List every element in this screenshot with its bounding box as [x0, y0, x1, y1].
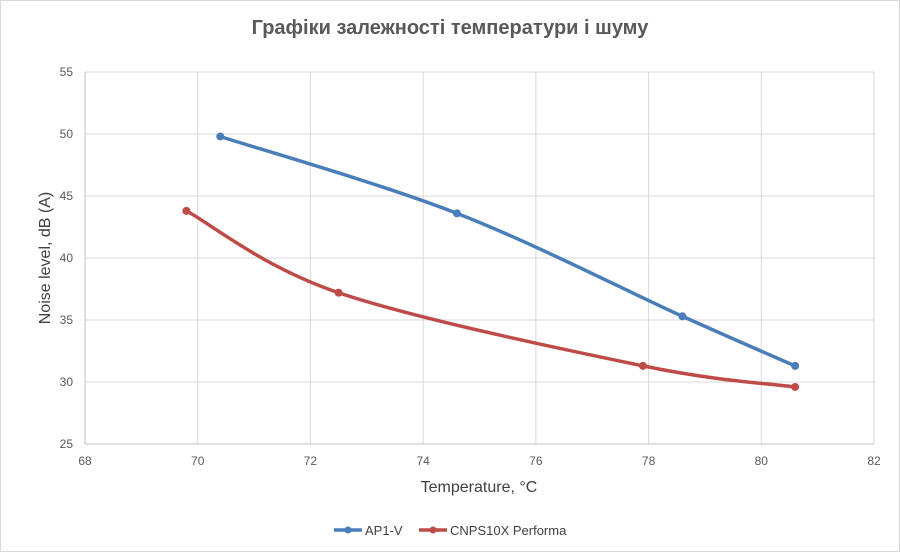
- y-tick-label: 50: [60, 127, 74, 141]
- data-point: [216, 132, 225, 141]
- legend-label: CNPS10X Performa: [450, 523, 567, 538]
- x-axis-label: Temperature, °C: [421, 479, 538, 496]
- data-point: [452, 209, 461, 218]
- tick-labels: 68 70 72 74 76 78 80 82 25 30 35 40 45 50 55: [60, 65, 881, 468]
- data-point: [182, 206, 191, 215]
- y-axis-label: Noise level, dB (A): [37, 192, 54, 325]
- y-tick-label: 25: [60, 437, 74, 451]
- series-lines: [182, 132, 800, 391]
- legend-marker: [429, 526, 437, 534]
- y-tick-label: 35: [60, 313, 74, 327]
- x-tick-label: 78: [642, 454, 656, 468]
- x-tick-label: 72: [304, 454, 318, 468]
- y-tick-label: 45: [60, 189, 74, 203]
- y-tick-label: 55: [60, 65, 74, 79]
- y-tick-label: 30: [60, 375, 74, 389]
- legend-label: AP1-V: [365, 523, 403, 538]
- data-point: [638, 361, 647, 370]
- series-line-0: [218, 134, 797, 368]
- legend: AP1-V CNPS10X Performa: [334, 523, 567, 538]
- x-tick-label: 74: [416, 454, 430, 468]
- data-point: [791, 361, 800, 370]
- x-tick-label: 82: [867, 454, 881, 468]
- x-tick-label: 80: [755, 454, 769, 468]
- data-point: [334, 288, 343, 297]
- grid: [84, 71, 875, 445]
- series-line-1: [184, 209, 797, 389]
- y-tick-label: 40: [60, 251, 74, 265]
- x-tick-label: 70: [191, 454, 205, 468]
- x-tick-label: 68: [78, 454, 92, 468]
- data-point: [678, 312, 687, 321]
- x-tick-label: 76: [529, 454, 543, 468]
- chart-title: Графіки залежності температури і шуму: [252, 17, 650, 39]
- legend-marker: [344, 526, 352, 534]
- data-point: [791, 382, 800, 391]
